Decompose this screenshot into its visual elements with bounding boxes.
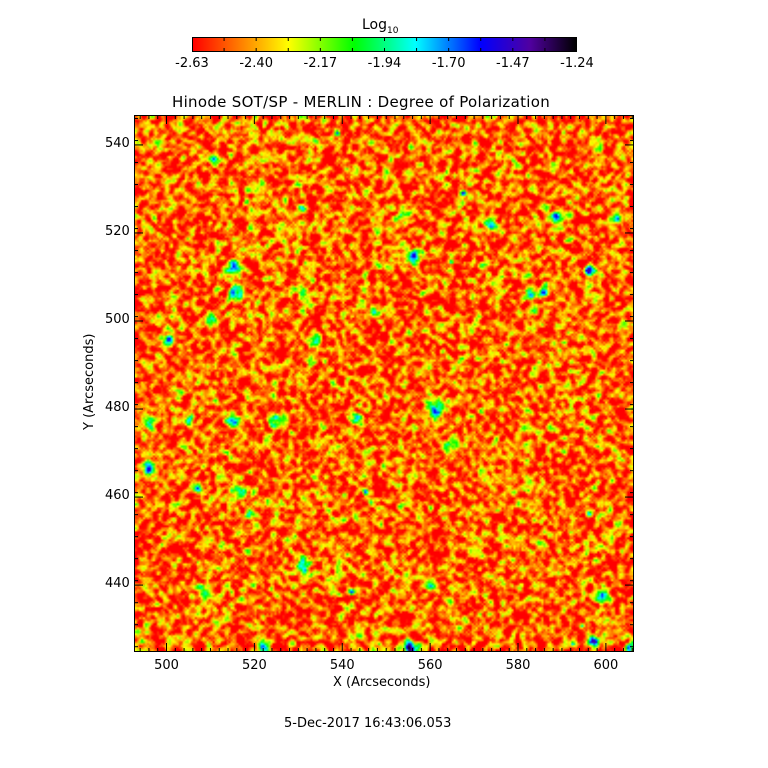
colorbar-tick-label: -2.17 [303, 56, 338, 71]
colorbar-tick-label: -1.94 [367, 56, 402, 71]
colorbar-tick-label: -1.47 [496, 56, 530, 71]
heatmap-plot [134, 115, 634, 652]
y-tick-label: 460 [105, 488, 130, 504]
colorbar-tick-label: -1.70 [431, 56, 466, 71]
x-tick-label: 600 [593, 658, 619, 673]
colorbar-tick-label: -1.24 [560, 56, 594, 71]
colorbar-tick-label: -2.40 [239, 56, 273, 71]
chart-title: Hinode SOT/SP - MERLIN : Degree of Polar… [172, 93, 551, 111]
y-tick-label: 520 [105, 223, 130, 239]
x-tick-label: 580 [505, 658, 531, 673]
y-tick-label: 480 [105, 400, 130, 416]
y-axis-label: Y (Arcseconds) [82, 333, 97, 430]
colorbar-label: Log10 [362, 17, 399, 36]
x-tick-label: 500 [154, 658, 179, 673]
y-tick-label: 440 [105, 576, 130, 592]
x-tick-label: 520 [241, 658, 267, 673]
y-tick-label: 540 [105, 135, 130, 151]
x-tick-label: 540 [329, 658, 355, 673]
timestamp: 5-Dec-2017 16:43:06.053 [284, 716, 452, 731]
y-tick-label: 500 [105, 311, 130, 327]
x-tick-label: 560 [417, 658, 443, 673]
colorbar-tick-label: -2.63 [175, 56, 209, 71]
x-axis-label: X (Arcseconds) [333, 675, 431, 690]
